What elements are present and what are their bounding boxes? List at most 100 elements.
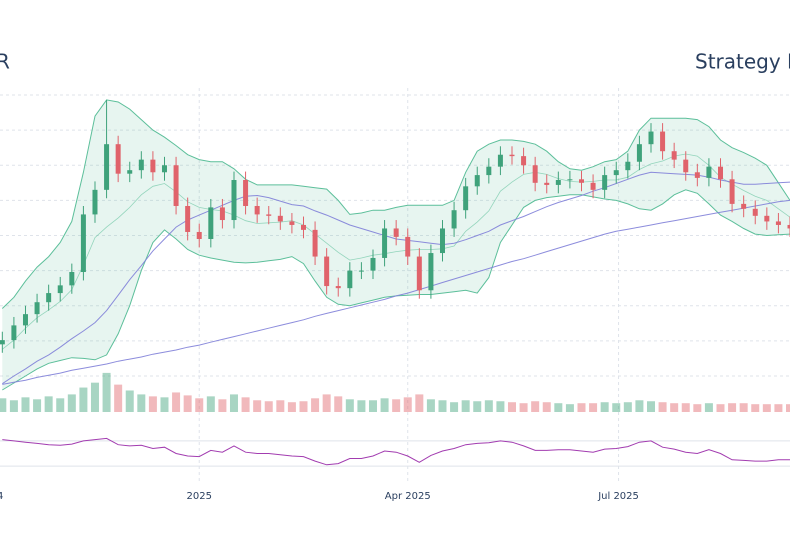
x-tick-label: Apr 2025 (385, 491, 431, 502)
volume-bar (229, 394, 238, 412)
ma-line (2, 199, 790, 385)
volume-bar (693, 404, 702, 412)
band-upper (1, 99, 790, 309)
candle-body (706, 166, 712, 178)
candle-body (196, 231, 202, 239)
volume-bar (172, 392, 181, 412)
volume-bar (461, 400, 470, 412)
volume-bar (276, 400, 285, 412)
volume-bar (426, 399, 435, 412)
volume-bar (392, 399, 401, 412)
candle-body (660, 131, 666, 152)
candle-body (393, 228, 399, 237)
candle-body (752, 208, 758, 216)
volume-bar (264, 401, 273, 412)
volume-bar (681, 403, 690, 412)
volume-bar (519, 403, 528, 412)
candle-body (127, 170, 133, 174)
candle-body (185, 205, 191, 232)
candle-body (324, 256, 330, 287)
candle-body (775, 221, 781, 225)
candle-body (787, 224, 790, 229)
candle-body (486, 166, 492, 176)
volume-bar (253, 400, 262, 412)
volume-bar (206, 396, 215, 412)
volume-bar (148, 396, 157, 412)
volume-bar (786, 404, 790, 412)
candle-body (358, 270, 364, 272)
candle-body (741, 203, 747, 209)
candle-body (439, 228, 445, 254)
candle-body (312, 229, 318, 257)
volume-bar (137, 394, 146, 412)
volume-bar (368, 400, 377, 412)
candle-body (416, 256, 422, 291)
candle-body (671, 151, 677, 160)
volume-bar (670, 403, 679, 412)
volume-bar (380, 398, 389, 412)
volume-bar (241, 397, 250, 412)
candle-body (22, 314, 28, 326)
volume-bar (728, 403, 737, 412)
x-tick-label: Jul 2025 (597, 491, 639, 502)
volume-bar (415, 394, 424, 412)
volume-bar (658, 402, 667, 412)
candle-body (219, 207, 225, 221)
volume-bar (531, 401, 540, 412)
candle-body (509, 154, 515, 157)
volume-bar (357, 400, 366, 412)
candle-body (80, 214, 86, 273)
volume-bar (299, 401, 308, 412)
volume-bar (403, 397, 412, 412)
candle-body (463, 186, 469, 211)
x-tick-label: 4 (0, 491, 3, 502)
volume-bar (589, 403, 598, 412)
candle-body (300, 224, 306, 230)
candle-body (254, 205, 260, 215)
volume-bar (496, 401, 505, 412)
candle-body (555, 180, 561, 185)
volume-bar (774, 404, 783, 412)
candle-body (474, 175, 480, 187)
candle-body (289, 221, 295, 225)
volume-bar (704, 403, 713, 412)
candle-body (405, 236, 411, 257)
volume-bar (218, 399, 227, 412)
volume-bar (635, 400, 644, 412)
candle-body (451, 210, 457, 229)
candle-body (717, 166, 723, 180)
volume-bar (751, 404, 760, 412)
band-mid (2, 153, 790, 350)
candle-body (208, 207, 214, 239)
volume-bar (623, 402, 632, 412)
candle-body (590, 182, 596, 190)
candle-body (11, 325, 17, 341)
candle-body (347, 270, 353, 289)
volume-bar (160, 397, 169, 412)
candle-body (277, 215, 283, 222)
candle-body (613, 170, 619, 176)
volume-bar (79, 387, 88, 412)
candle-body (150, 159, 156, 173)
chart-title: R (0, 50, 10, 74)
volume-bar (612, 403, 621, 412)
volume-bar (565, 404, 574, 412)
volume-bar (90, 382, 99, 412)
candle-body (428, 253, 434, 291)
candle-body (602, 175, 608, 190)
volume-bar (56, 398, 65, 412)
candle-body (173, 165, 179, 206)
volume-bar (287, 402, 296, 412)
volume-bar (484, 400, 493, 412)
volume-bar (473, 401, 482, 412)
candle-body (625, 161, 631, 171)
candle-body (46, 293, 52, 303)
volume-bar (739, 403, 748, 412)
rsi-line (2, 437, 790, 466)
volume-bar (9, 400, 18, 412)
volume-bar (102, 372, 111, 412)
volume-bar (762, 404, 771, 412)
volume-bar (450, 402, 459, 412)
candle-body (578, 179, 584, 183)
volume-bar (0, 398, 7, 412)
